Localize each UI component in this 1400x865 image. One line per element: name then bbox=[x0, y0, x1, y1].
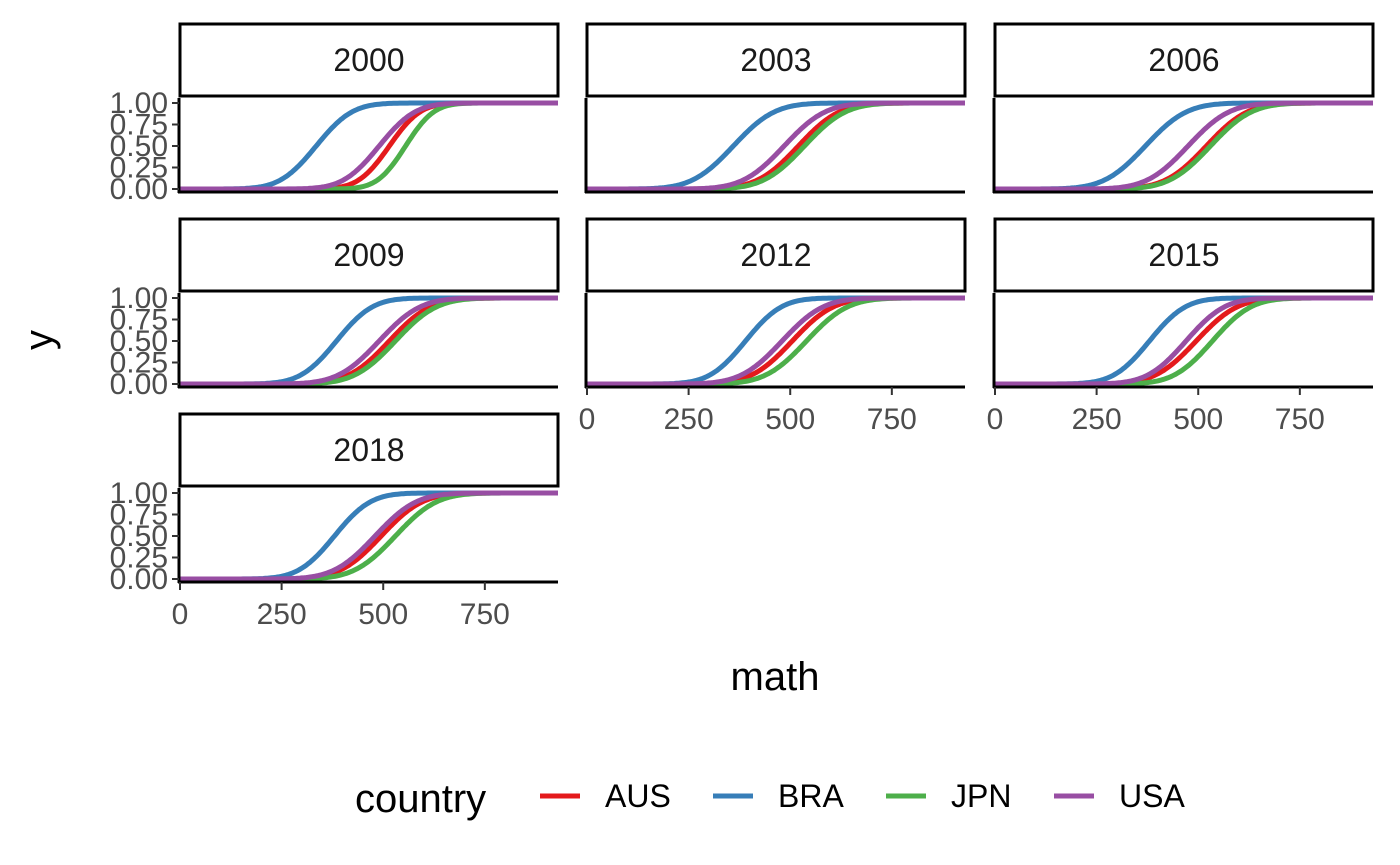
series-line-bra bbox=[994, 100, 1374, 192]
facet-panel-2015: 2015 0 250 500 750 bbox=[987, 217, 1375, 436]
facet-strip-label: 2018 bbox=[333, 432, 404, 468]
facet-strip bbox=[178, 217, 560, 293]
y-tick-label: 1.00 bbox=[110, 477, 168, 510]
legend: country AUS BRA JPN USA bbox=[355, 777, 1185, 821]
series-line-aus bbox=[179, 100, 559, 192]
y-tick-label: 0.50 bbox=[110, 130, 168, 163]
series-line-usa bbox=[586, 100, 966, 192]
y-tick-label: 0.75 bbox=[110, 499, 168, 532]
x-tick-label: 500 bbox=[1173, 403, 1223, 436]
legend-item-usa: USA bbox=[1054, 778, 1185, 814]
y-tick-label: 1.00 bbox=[110, 282, 168, 315]
series-line-jpn bbox=[179, 100, 559, 192]
y-tick-label: 0.75 bbox=[110, 304, 168, 337]
facet-strip-label: 2003 bbox=[740, 42, 811, 78]
facet-panel-2012: 2012 0 250 500 750 bbox=[579, 217, 967, 436]
series-line-aus bbox=[586, 100, 966, 192]
series-line-usa bbox=[179, 490, 559, 582]
facet-strip bbox=[993, 217, 1375, 293]
x-tick-label: 250 bbox=[1072, 403, 1122, 436]
series-line-bra bbox=[179, 100, 559, 192]
facet-strip bbox=[585, 22, 967, 98]
facet-strip-label: 2012 bbox=[740, 237, 811, 273]
x-tick-label: 0 bbox=[987, 403, 1004, 436]
series-line-usa bbox=[994, 100, 1374, 192]
facet-panel-2000: 2000 0.000.250.500.751.00 bbox=[110, 22, 560, 206]
legend-label: AUS bbox=[605, 778, 671, 814]
facet-strip-label: 2000 bbox=[333, 42, 404, 78]
y-tick-label: 0.00 bbox=[110, 563, 168, 596]
series-line-jpn bbox=[586, 100, 966, 192]
facet-strip bbox=[178, 412, 560, 488]
facet-strip-label: 2009 bbox=[333, 237, 404, 273]
x-tick-label: 750 bbox=[460, 598, 510, 631]
facet-panel-2009: 2009 0.000.250.500.751.00 bbox=[110, 217, 560, 401]
y-tick-label: 0.50 bbox=[110, 325, 168, 358]
series-line-bra bbox=[179, 490, 559, 582]
x-tick-label: 250 bbox=[257, 598, 307, 631]
x-tick-label: 0 bbox=[579, 403, 596, 436]
y-tick-label: 0.25 bbox=[110, 542, 168, 575]
legend-label: USA bbox=[1119, 778, 1185, 814]
x-tick-label: 750 bbox=[867, 403, 917, 436]
facet-strip-label: 2006 bbox=[1148, 42, 1219, 78]
legend-title: country bbox=[355, 777, 486, 821]
y-tick-label: 0.25 bbox=[110, 347, 168, 380]
series-line-usa bbox=[179, 100, 559, 192]
facet-strip bbox=[585, 217, 967, 293]
y-tick-label: 0.75 bbox=[110, 109, 168, 142]
series-line-bra bbox=[179, 295, 559, 387]
legend-label: JPN bbox=[951, 778, 1011, 814]
y-tick-label: 0.50 bbox=[110, 520, 168, 553]
y-axis-title: y bbox=[17, 330, 61, 350]
facet-strip bbox=[178, 22, 560, 98]
legend-items: AUS BRA JPN USA bbox=[540, 778, 1185, 814]
x-tick-label: 500 bbox=[765, 403, 815, 436]
series-line-usa bbox=[586, 295, 966, 387]
legend-label: BRA bbox=[778, 778, 844, 814]
x-tick-label: 750 bbox=[1275, 403, 1325, 436]
y-tick-label: 0.00 bbox=[110, 173, 168, 206]
x-axis-title: math bbox=[731, 655, 820, 699]
series-line-jpn bbox=[179, 490, 559, 582]
series-line-usa bbox=[994, 295, 1374, 387]
facet-panel-2006: 2006 bbox=[992, 22, 1375, 194]
facet-strip bbox=[993, 22, 1375, 98]
legend-item-aus: AUS bbox=[540, 778, 671, 814]
series-line-usa bbox=[179, 295, 559, 387]
y-tick-label: 0.25 bbox=[110, 152, 168, 185]
x-tick-label: 250 bbox=[664, 403, 714, 436]
series-line-aus bbox=[179, 490, 559, 582]
y-tick-label: 0.00 bbox=[110, 368, 168, 401]
facet-panel-2018: 2018 0.000.250.500.751.00 0 250 500 750 bbox=[110, 412, 560, 631]
legend-item-jpn: JPN bbox=[886, 778, 1011, 814]
facet-panel-2003: 2003 bbox=[584, 22, 967, 194]
y-tick-label: 1.00 bbox=[110, 87, 168, 120]
x-tick-label: 500 bbox=[358, 598, 408, 631]
series-line-bra bbox=[586, 100, 966, 192]
legend-item-bra: BRA bbox=[713, 778, 844, 814]
x-tick-label: 0 bbox=[172, 598, 189, 631]
facet-strip-label: 2015 bbox=[1148, 237, 1219, 273]
